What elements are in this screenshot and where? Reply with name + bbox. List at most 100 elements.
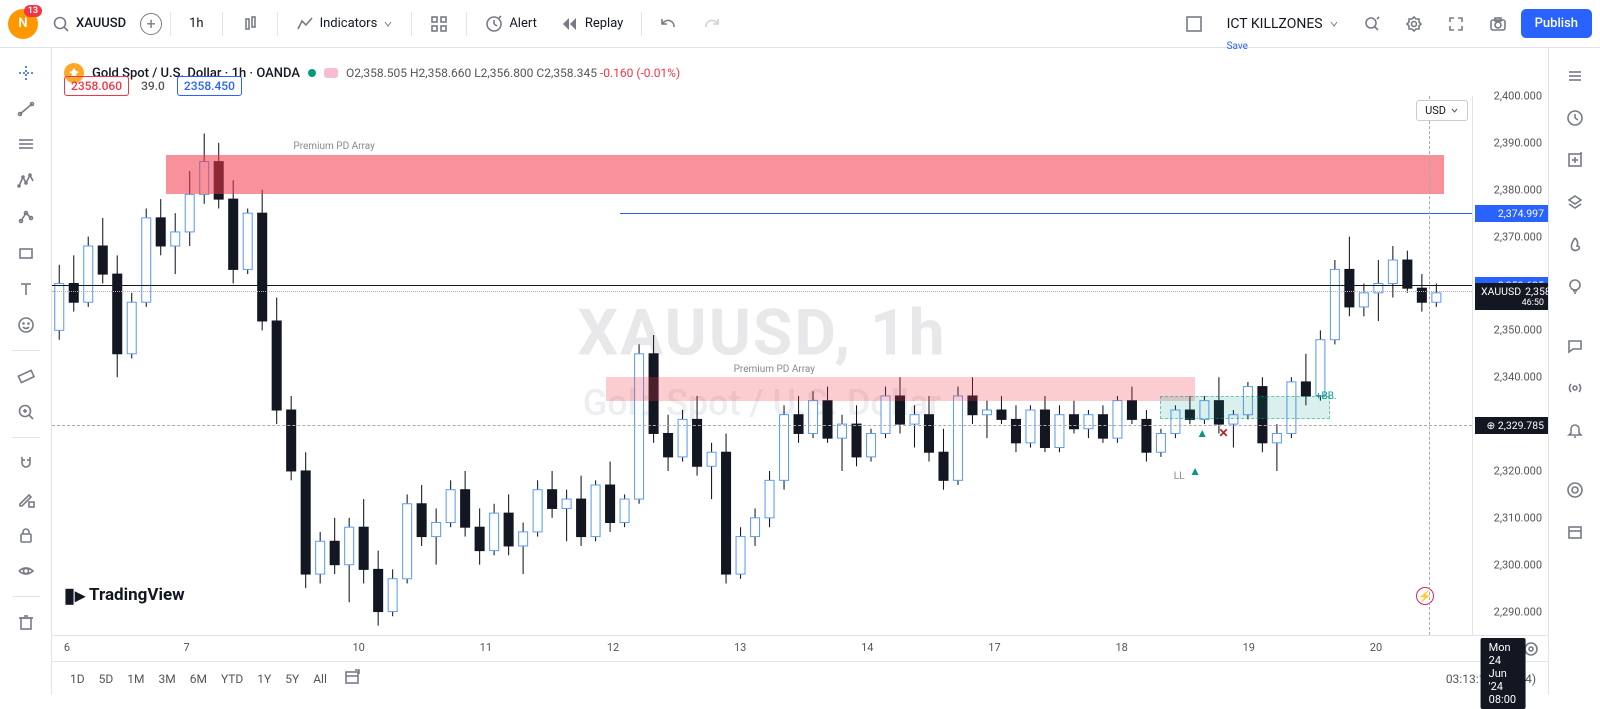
undo-button[interactable]: [650, 7, 688, 41]
indicators-icon: [296, 15, 314, 33]
price-tag[interactable]: 2,374.997: [1475, 205, 1548, 222]
layout-name-label: ICT KILLZONES: [1227, 16, 1323, 32]
eye-icon: [17, 562, 35, 580]
ll-label: LL: [1174, 471, 1185, 482]
range-5d[interactable]: 5D: [93, 668, 120, 690]
stream-button[interactable]: [1557, 370, 1593, 406]
symbol-search[interactable]: XAUUSD: [42, 7, 136, 41]
price-tag[interactable]: ⊕ 2,329.785: [1475, 417, 1548, 434]
add-symbol-button[interactable]: +: [140, 13, 162, 35]
indicators-label: Indicators: [320, 16, 378, 31]
target-button[interactable]: [1557, 472, 1593, 508]
zoom-tool[interactable]: [7, 395, 45, 429]
watchlist-button[interactable]: [1557, 58, 1593, 94]
separator: [641, 12, 642, 36]
bell-button[interactable]: [1557, 412, 1593, 448]
price-line: [52, 291, 1472, 292]
lock-tool[interactable]: [7, 518, 45, 552]
price-tag[interactable]: XAUUSD2,358.34546:50: [1475, 283, 1548, 310]
list-icon: [1566, 67, 1584, 85]
alerts-panel-button[interactable]: [1557, 100, 1593, 136]
ohlc-text: O2,358.505 H2,358.660 L2,356.800 C2,358.…: [346, 66, 680, 80]
lock-draw-tool[interactable]: [7, 482, 45, 516]
chart-canvas[interactable]: USD XAUUSD, 1h Gold Spot / U.S. Dollar ▮…: [52, 96, 1472, 635]
hotlist-button[interactable]: [1557, 142, 1593, 178]
fullscreen-icon: [1447, 15, 1465, 33]
range-1m[interactable]: 1M: [121, 668, 150, 690]
avatar[interactable]: N 13: [8, 9, 38, 39]
redo-button[interactable]: [692, 7, 730, 41]
prediction-tool[interactable]: [7, 200, 45, 234]
chevron-down-icon: [1329, 19, 1339, 29]
target-icon: [1566, 481, 1584, 499]
candle-style-button[interactable]: [231, 7, 269, 41]
calendar-button[interactable]: [1557, 514, 1593, 550]
fullscreen-button[interactable]: [1437, 7, 1475, 41]
text-tool[interactable]: [7, 272, 45, 306]
range-ytd[interactable]: YTD: [215, 668, 249, 690]
settings-button[interactable]: [1395, 7, 1433, 41]
snapshot-button[interactable]: [1479, 7, 1517, 41]
separator: [12, 350, 40, 351]
remove-tool[interactable]: [7, 605, 45, 639]
hotness-button[interactable]: [1557, 226, 1593, 262]
emoji-tool[interactable]: [7, 308, 45, 342]
magnet-icon: [17, 454, 35, 472]
candle-icon: [241, 15, 259, 33]
bullish-block[interactable]: [1160, 396, 1330, 419]
separator: [411, 12, 412, 36]
x-axis-label: 11: [480, 641, 492, 654]
indicators-button[interactable]: Indicators: [286, 7, 404, 41]
fib-tool[interactable]: [7, 128, 45, 162]
alert-button[interactable]: Alert: [475, 7, 547, 41]
range-all[interactable]: All: [307, 668, 333, 690]
chart-marker: ▲: [1189, 464, 1201, 478]
layers-button[interactable]: [1557, 184, 1593, 220]
forecast-icon: [17, 208, 35, 226]
clock-icon: [1566, 109, 1584, 127]
goto-date-button[interactable]: [337, 664, 367, 693]
bid-price[interactable]: 2358.060: [64, 76, 129, 96]
eye-tool[interactable]: [7, 554, 45, 588]
y-axis-label: 2,320.000: [1494, 464, 1542, 477]
pattern-tool[interactable]: [7, 164, 45, 198]
premium-zone[interactable]: [606, 377, 1195, 400]
crosshair-h: [52, 425, 1472, 426]
trend-line-tool[interactable]: [7, 92, 45, 126]
premium-zone[interactable]: [166, 155, 1444, 195]
chat-button[interactable]: [1557, 328, 1593, 364]
chat-icon: [1566, 337, 1584, 355]
ask-price[interactable]: 2358.450: [177, 76, 242, 96]
horizontal-line[interactable]: [52, 285, 1472, 286]
currency-selector[interactable]: USD: [1416, 100, 1468, 121]
horizontal-line[interactable]: [620, 213, 1472, 214]
search-icon: [52, 15, 70, 33]
templates-button[interactable]: [420, 7, 458, 41]
range-5y[interactable]: 5Y: [279, 668, 305, 690]
y-axis-label: 2,310.000: [1494, 511, 1542, 524]
notification-badge: 13: [24, 5, 42, 17]
layout-name[interactable]: ICT KILLZONES Save: [1217, 7, 1349, 41]
pencil-lock-icon: [17, 490, 35, 508]
currency-label: USD: [1425, 104, 1446, 117]
measure-tool[interactable]: [7, 359, 45, 393]
shapes-tool[interactable]: [7, 236, 45, 270]
cross-tool[interactable]: [7, 56, 45, 90]
publish-button[interactable]: Publish: [1521, 9, 1592, 38]
magnet-tool[interactable]: [7, 446, 45, 480]
multichart-button[interactable]: [1175, 7, 1213, 41]
x-axis[interactable]: 6710111213141718192021Mon 24 Jun '24 08:…: [52, 635, 1548, 661]
range-1y[interactable]: 1Y: [251, 668, 277, 690]
grid-icon: [430, 15, 448, 33]
y-axis[interactable]: 2,400.0002,390.0002,380.0002,370.0002,35…: [1472, 96, 1548, 635]
separator: [12, 596, 40, 597]
range-3m[interactable]: 3M: [152, 668, 181, 690]
quick-search-button[interactable]: [1353, 7, 1391, 41]
range-6m[interactable]: 6M: [184, 668, 213, 690]
range-1d[interactable]: 1D: [64, 668, 91, 690]
interval-selector[interactable]: 1h: [179, 7, 213, 41]
replay-button[interactable]: Replay: [551, 7, 634, 41]
replay-label: Replay: [585, 16, 624, 31]
y-axis-label: 2,370.000: [1494, 230, 1542, 243]
topbar: N 13 XAUUSD + 1h Indicators Alert Replay…: [0, 0, 1600, 48]
